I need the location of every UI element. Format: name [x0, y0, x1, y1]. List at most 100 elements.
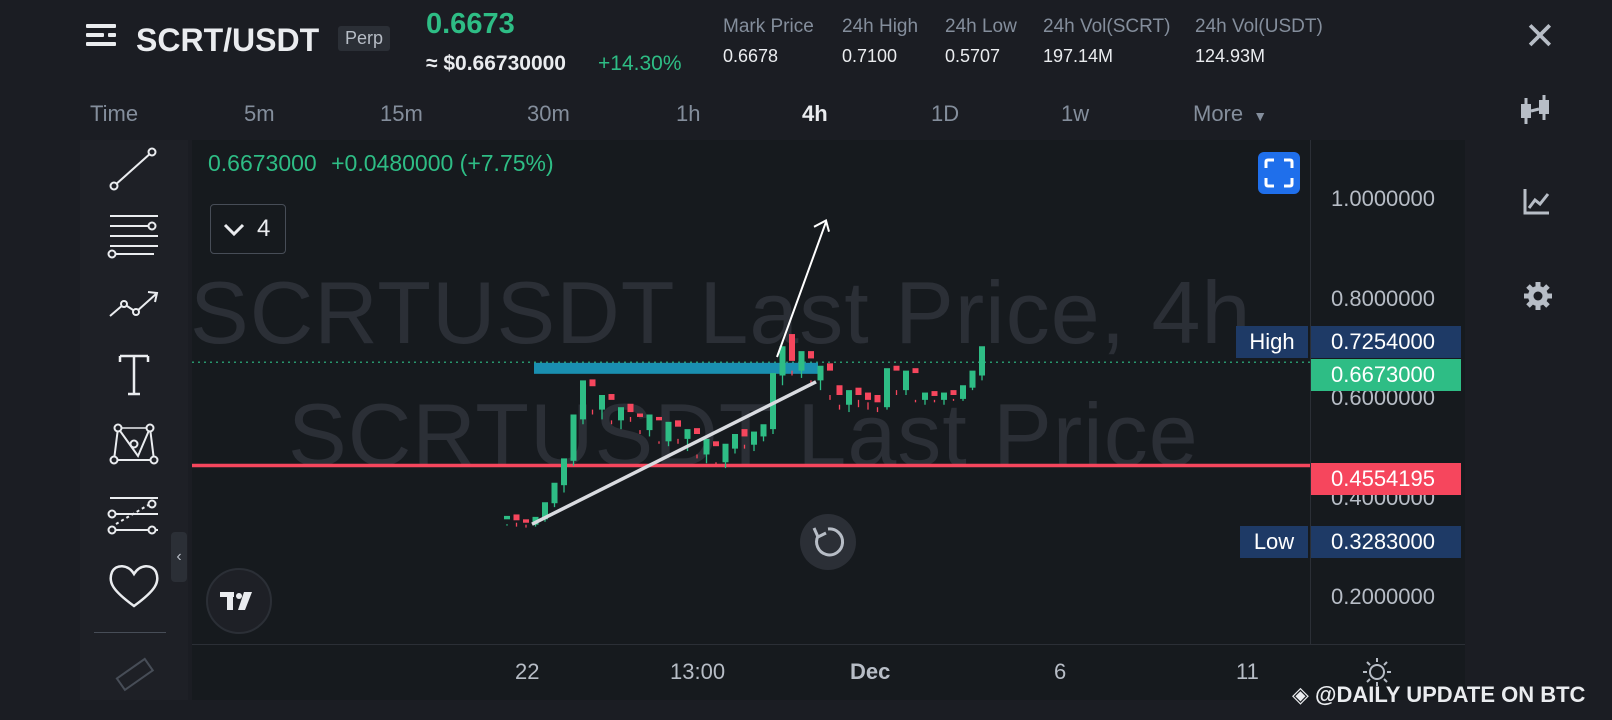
candle-body: [893, 365, 900, 371]
candle-body: [950, 390, 957, 395]
candle-body: [903, 370, 909, 391]
stat-24h-low: 24h Low 0.5707: [945, 16, 1017, 67]
chevron-down-icon: [223, 223, 245, 237]
last-price: 0.6673: [426, 8, 515, 40]
candle-body: [665, 421, 672, 442]
candle-body: [941, 392, 947, 400]
candle-body: [618, 407, 624, 421]
tradingview-logo-icon[interactable]: [206, 568, 272, 634]
x-tick: 22: [515, 659, 540, 684]
candle-body: [627, 403, 634, 413]
candle-body: [713, 441, 719, 447]
candle-body: [884, 368, 890, 408]
tab-more[interactable]: More ▼: [1193, 101, 1267, 127]
menu-icon[interactable]: [86, 22, 120, 56]
y-tick: 0.8000000: [1331, 286, 1435, 311]
tab-15m[interactable]: 15m: [380, 101, 423, 126]
candle-body: [694, 428, 700, 434]
candle-body: [836, 385, 843, 395]
projection-arrow-line: [776, 221, 827, 358]
pair-title[interactable]: SCRT/USDT: [136, 22, 320, 58]
candlestick-icon[interactable]: [1518, 92, 1554, 128]
low-tag-value: 0.3283000: [1311, 526, 1461, 558]
stat-24h-high: 24h High 0.7100: [842, 16, 918, 67]
legend-change: +0.0480000 (+7.75%): [331, 150, 554, 176]
text-tool-icon[interactable]: [104, 348, 164, 400]
price-axis[interactable]: 1.0000000 0.8000000 0.6000000 0.4000000 …: [1310, 140, 1465, 644]
candle-body: [789, 334, 795, 361]
candle-body: [760, 424, 767, 437]
tab-1w[interactable]: 1w: [1061, 101, 1090, 126]
candle-body: [732, 434, 738, 449]
candle-body: [561, 458, 567, 486]
candle-body: [770, 373, 776, 430]
y-tick: 0.2000000: [1331, 584, 1435, 609]
candle-body: [570, 414, 577, 461]
watermark-line-1: SCRTUSDT Last Price, 4h: [192, 263, 1252, 362]
credit-watermark: ◈ @DAILY UPDATE ON BTC: [1292, 682, 1585, 708]
stat-label: 24h Vol(USDT): [1195, 16, 1323, 37]
usd-price: ≈ $0.66730000: [426, 52, 566, 75]
candle-body: [969, 370, 976, 388]
candle-body: [599, 395, 605, 410]
fullscreen-button[interactable]: [1258, 152, 1300, 194]
fullscreen-icon: [1264, 158, 1294, 188]
x-tick: 11: [1236, 659, 1259, 684]
horizontal-lines-tool-icon[interactable]: [104, 210, 164, 262]
legend-price: 0.6673000: [208, 150, 317, 176]
time-axis[interactable]: 22 13:00 Dec 6 11: [192, 644, 1465, 700]
candle-body: [846, 390, 852, 405]
resistance-zone: [534, 362, 818, 374]
chart-legend: 0.6673000 +0.0480000 (+7.75%): [208, 150, 554, 177]
price-chart[interactable]: [192, 140, 1310, 644]
tab-1d[interactable]: 1D: [931, 101, 960, 126]
trend-line-tool-icon[interactable]: [104, 144, 164, 196]
indicator-icon[interactable]: [1522, 186, 1552, 216]
tab-30m[interactable]: 30m: [527, 101, 570, 126]
low-tag-label: Low: [1240, 526, 1308, 558]
candle-body: [874, 395, 881, 403]
diamond-logo-icon: ◈: [1292, 682, 1309, 707]
current-price-tag: 0.6673000: [1311, 359, 1461, 391]
stat-label: 24h Low: [945, 16, 1017, 37]
y-tick: 1.0000000: [1331, 186, 1435, 211]
tradingview-mark: [220, 592, 252, 610]
x-tick: 13:00: [670, 659, 726, 684]
candle-body: [722, 443, 729, 463]
close-icon[interactable]: ✕: [1524, 16, 1556, 58]
projection-arrow-head: [813, 219, 830, 232]
x-tick: 6: [1054, 659, 1067, 684]
candle-body: [960, 385, 966, 399]
stat-24h-vol-base: 24h Vol(SCRT) 197.14M: [1043, 16, 1170, 67]
tab-5m[interactable]: 5m: [244, 101, 275, 126]
polyline-tool-icon[interactable]: [104, 280, 164, 332]
pattern-tool-icon[interactable]: [104, 418, 164, 470]
reset-view-button[interactable]: [800, 514, 856, 570]
ruler-tool-icon[interactable]: [104, 650, 164, 702]
indicator-dropdown[interactable]: 4: [210, 204, 286, 254]
stat-value: 0.5707: [945, 46, 1001, 66]
chart-pane[interactable]: SCRTUSDT Last Price, 4h SCRTUSDT Last Pr…: [192, 140, 1310, 644]
tab-1h[interactable]: 1h: [676, 101, 701, 126]
stat-value: 124.93M: [1195, 46, 1266, 66]
gear-icon[interactable]: [1522, 280, 1554, 312]
caret-down-icon: ▼: [1253, 108, 1268, 124]
collapse-toolbar-button[interactable]: ‹: [171, 532, 187, 582]
stat-label: 24h Vol(SCRT): [1043, 16, 1171, 37]
stat-value: 197.14M: [1043, 46, 1114, 66]
stat-label: 24h High: [842, 16, 919, 37]
heart-icon[interactable]: [104, 560, 164, 612]
toolbar-divider: [94, 632, 166, 633]
fib-tool-icon[interactable]: [104, 490, 164, 542]
indicator-count: 4: [257, 215, 271, 242]
candle-body: [922, 392, 928, 400]
contract-badge: Perp: [338, 26, 391, 51]
stat-value: 0.6678: [723, 46, 779, 66]
brightness-icon[interactable]: [1362, 657, 1392, 687]
tab-4h[interactable]: 4h: [802, 101, 828, 126]
tab-time[interactable]: Time: [90, 101, 139, 126]
stat-mark-price: Mark Price 0.6678: [723, 16, 814, 67]
candle-body: [513, 514, 520, 521]
candle-body: [580, 380, 586, 420]
candle-body: [912, 368, 919, 374]
